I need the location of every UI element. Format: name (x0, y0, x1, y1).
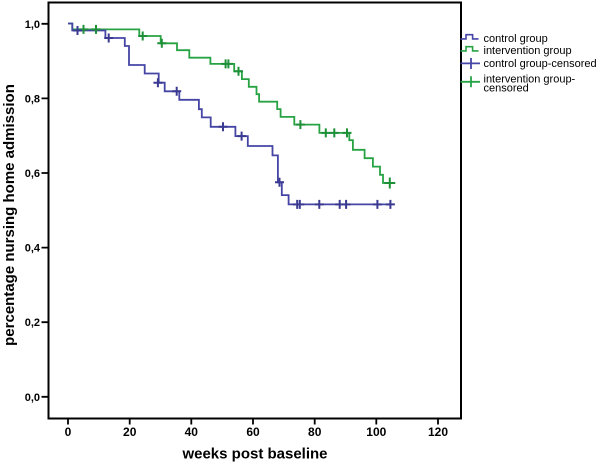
svg-text:percentage nursing home admiss: percentage nursing home admission (1, 84, 18, 346)
svg-text:20: 20 (123, 425, 137, 439)
svg-text:intervention group: intervention group (484, 45, 572, 57)
svg-text:120: 120 (428, 425, 448, 439)
svg-text:censored: censored (484, 83, 529, 95)
svg-text:60: 60 (246, 425, 260, 439)
svg-text:0,2: 0,2 (25, 317, 40, 329)
svg-text:0,4: 0,4 (25, 243, 41, 255)
svg-text:0: 0 (65, 425, 72, 439)
svg-text:100: 100 (366, 425, 386, 439)
svg-text:0,8: 0,8 (25, 93, 40, 105)
svg-text:0,0: 0,0 (25, 392, 40, 404)
svg-text:weeks post baseline: weeks post baseline (181, 446, 327, 463)
svg-text:40: 40 (185, 425, 199, 439)
svg-text:0,6: 0,6 (25, 168, 40, 180)
svg-text:control group: control group (484, 33, 548, 45)
svg-text:1,0: 1,0 (25, 19, 40, 31)
svg-text:control group-censored: control group-censored (484, 58, 597, 70)
svg-text:80: 80 (308, 425, 322, 439)
svg-text:intervention group-: intervention group- (484, 74, 576, 86)
